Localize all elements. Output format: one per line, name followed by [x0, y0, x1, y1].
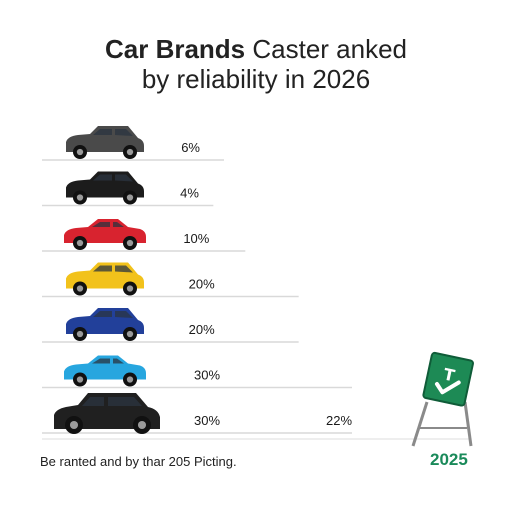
- car-icon: [66, 171, 144, 205]
- chart-title: Car Brands Caster anked by reliability i…: [0, 34, 512, 94]
- sign-easel-icon: T: [405, 350, 495, 455]
- data-label: 30%: [194, 413, 220, 428]
- bar-row: 6%: [42, 126, 224, 161]
- car-icon: [66, 126, 144, 159]
- car-icon: [66, 308, 144, 341]
- title-rest-line1: Caster anked: [245, 34, 408, 64]
- bar-row: 4%: [42, 171, 214, 207]
- data-label: 30%: [194, 368, 220, 383]
- bar-row: 10%: [42, 219, 246, 252]
- bar-row: 30%: [42, 355, 352, 389]
- title-line2: by reliability in 2026: [141, 64, 371, 94]
- extra-data-label: 22%: [326, 413, 352, 428]
- bar-row: 30%: [42, 393, 352, 434]
- data-label: 10%: [183, 231, 209, 246]
- sign-glyph: T: [442, 364, 457, 385]
- car-icon: [66, 262, 144, 296]
- data-label: 20%: [189, 322, 215, 337]
- bar-row: 20%: [42, 262, 299, 298]
- title-bold-part: Car Brands: [104, 34, 246, 64]
- car-icon: [54, 393, 160, 434]
- footer-caption: Be ranted and by thar 205 Picting.: [40, 454, 237, 469]
- data-label: 4%: [180, 186, 199, 201]
- data-label: 6%: [181, 140, 200, 155]
- data-label: 20%: [189, 277, 215, 292]
- car-icon: [64, 355, 146, 387]
- year-badge: 2025: [430, 450, 468, 469]
- car-icon: [64, 219, 146, 250]
- bar-row: 20%: [42, 308, 299, 343]
